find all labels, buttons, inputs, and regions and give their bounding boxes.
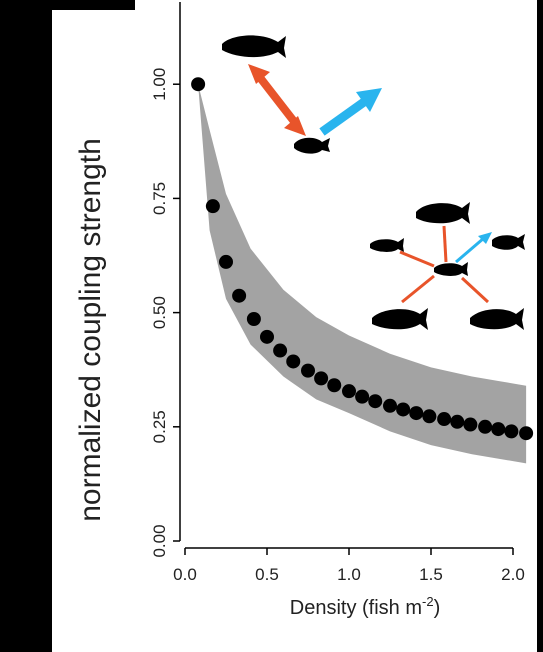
x-label-text: Density (fish m bbox=[290, 597, 422, 619]
point bbox=[422, 409, 436, 423]
point bbox=[437, 412, 451, 426]
point bbox=[519, 426, 533, 440]
point bbox=[232, 289, 246, 303]
point bbox=[463, 418, 477, 432]
x-axis-label: Density (fish m-2) bbox=[290, 594, 440, 619]
y-tick-label: 0.75 bbox=[150, 182, 169, 215]
x-tick-label: 0.0 bbox=[173, 565, 197, 584]
point bbox=[260, 330, 274, 344]
point bbox=[273, 344, 287, 358]
point bbox=[491, 422, 505, 436]
x-tick-label: 1.5 bbox=[419, 565, 443, 584]
point bbox=[396, 402, 410, 416]
point bbox=[478, 420, 492, 434]
x-tick-label: 1.0 bbox=[337, 565, 361, 584]
point bbox=[247, 312, 261, 326]
x-tick-label: 0.5 bbox=[255, 565, 279, 584]
y-tick-label: 0.00 bbox=[150, 524, 169, 557]
point bbox=[314, 371, 328, 385]
point bbox=[286, 354, 300, 368]
x-label-end: ) bbox=[434, 597, 441, 619]
point bbox=[450, 415, 464, 429]
frame-right bbox=[537, 0, 543, 652]
chart: normalized coupling strength Density (fi… bbox=[0, 0, 543, 652]
panel-top bbox=[135, 0, 537, 10]
point bbox=[301, 364, 315, 378]
point bbox=[355, 390, 369, 404]
y-tick-label: 0.50 bbox=[150, 296, 169, 329]
y-tick-label: 0.25 bbox=[150, 410, 169, 443]
point bbox=[409, 406, 423, 420]
point bbox=[342, 384, 356, 398]
x-tick-label: 2.0 bbox=[501, 565, 525, 584]
point bbox=[504, 424, 518, 438]
x-label-sup: -2 bbox=[422, 594, 434, 609]
point bbox=[206, 199, 220, 213]
point bbox=[327, 378, 341, 392]
y-tick-label: 1.00 bbox=[150, 68, 169, 101]
point bbox=[383, 399, 397, 413]
point bbox=[219, 255, 233, 269]
y-axis-label: normalized coupling strength bbox=[74, 138, 107, 522]
point bbox=[191, 77, 205, 91]
point bbox=[368, 394, 382, 408]
